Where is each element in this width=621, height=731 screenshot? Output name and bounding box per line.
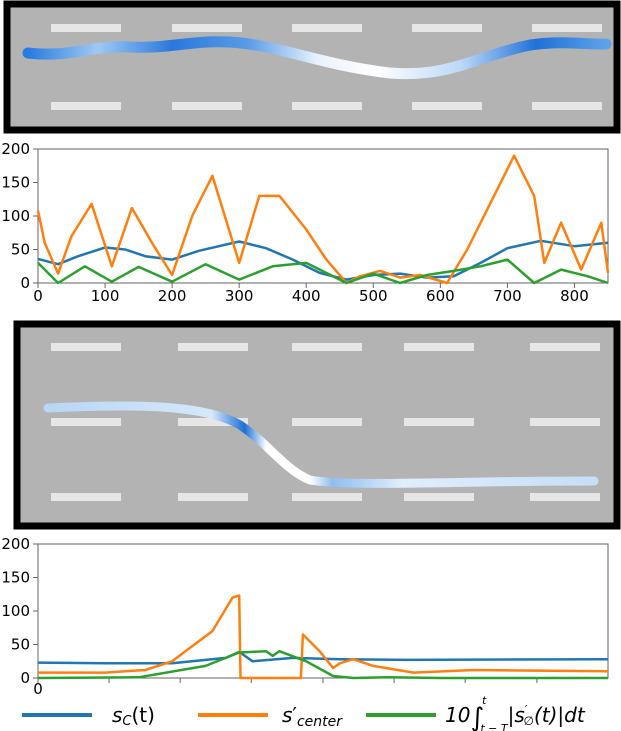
y-tick-label: 150	[1, 174, 30, 192]
series-line-0	[37, 650, 609, 665]
road-scene-2	[13, 320, 621, 530]
series-line-1	[36, 154, 610, 285]
lane-mark	[51, 24, 121, 32]
lane-mark	[178, 418, 248, 426]
y-tick-label: 100	[1, 207, 30, 225]
x-tick-label: 0	[33, 680, 43, 698]
x-tick-label: 800	[560, 287, 589, 305]
lane-mark	[178, 343, 248, 351]
road-scene-1	[3, 0, 621, 134]
y-tick-label: 0	[20, 669, 30, 687]
lane-mark	[404, 343, 474, 351]
legend-label-sc: sC(t)	[112, 703, 155, 729]
lane-mark	[292, 102, 362, 110]
x-tick-label: 100	[91, 287, 120, 305]
y-tick-label: 150	[1, 569, 30, 587]
x-tick-label: 0	[33, 287, 43, 305]
series-line-2	[37, 258, 609, 285]
lane-mark	[412, 102, 482, 110]
chart-1: 0 50 100 150 200 0 100 200 300 400 500 600 700 800	[1, 140, 610, 305]
lane-mark	[532, 24, 602, 32]
y-tick-label: 50	[11, 241, 30, 259]
x-tick-label: 600	[426, 287, 455, 305]
legend-label-center: s′center	[282, 703, 343, 730]
series-line-2	[37, 649, 608, 680]
x-tick-label: 300	[225, 287, 254, 305]
lane-markings	[51, 24, 602, 110]
y-tick-label: 100	[1, 602, 30, 620]
road-surface	[3, 0, 621, 134]
trajectory-2	[43, 401, 599, 488]
x-tick-label: 400	[292, 287, 321, 305]
legend-label-integral: 10∫t t − T|s′ ∅(t)|dt	[445, 694, 586, 731]
lane-mark	[412, 24, 482, 32]
x-tick-label: 500	[359, 287, 388, 305]
y-tick-label: 0	[20, 274, 30, 292]
lane-mark	[51, 418, 121, 426]
trajectory-1	[22, 36, 612, 80]
lane-mark	[51, 102, 121, 110]
lane-mark	[51, 493, 121, 501]
series-line-0	[37, 239, 609, 281]
x-tick-label: 200	[158, 287, 187, 305]
lane-mark	[292, 493, 362, 501]
legend: sC(t) s′center 10∫t t − T|s′ ∅(t)|dt	[22, 694, 586, 731]
lane-mark	[292, 24, 362, 32]
series-line-1	[38, 594, 609, 680]
lane-mark	[292, 418, 362, 426]
lane-mark	[172, 102, 242, 110]
lane-mark	[532, 102, 602, 110]
lane-mark	[530, 418, 600, 426]
x-tick-label: 700	[493, 287, 522, 305]
y-tick-label: 200	[1, 140, 30, 158]
lane-mark	[51, 343, 121, 351]
lane-mark	[172, 24, 242, 32]
lane-mark	[178, 493, 248, 501]
lane-mark	[404, 418, 474, 426]
lane-markings	[51, 343, 600, 501]
chart-2: 0 50 100 150 200 0	[1, 535, 609, 698]
y-tick-label: 200	[1, 535, 30, 553]
lane-mark	[530, 343, 600, 351]
lane-mark	[292, 343, 362, 351]
y-tick-label: 50	[11, 636, 30, 654]
lane-mark	[404, 493, 474, 501]
lane-mark	[530, 493, 600, 501]
plot-frame	[37, 148, 609, 284]
